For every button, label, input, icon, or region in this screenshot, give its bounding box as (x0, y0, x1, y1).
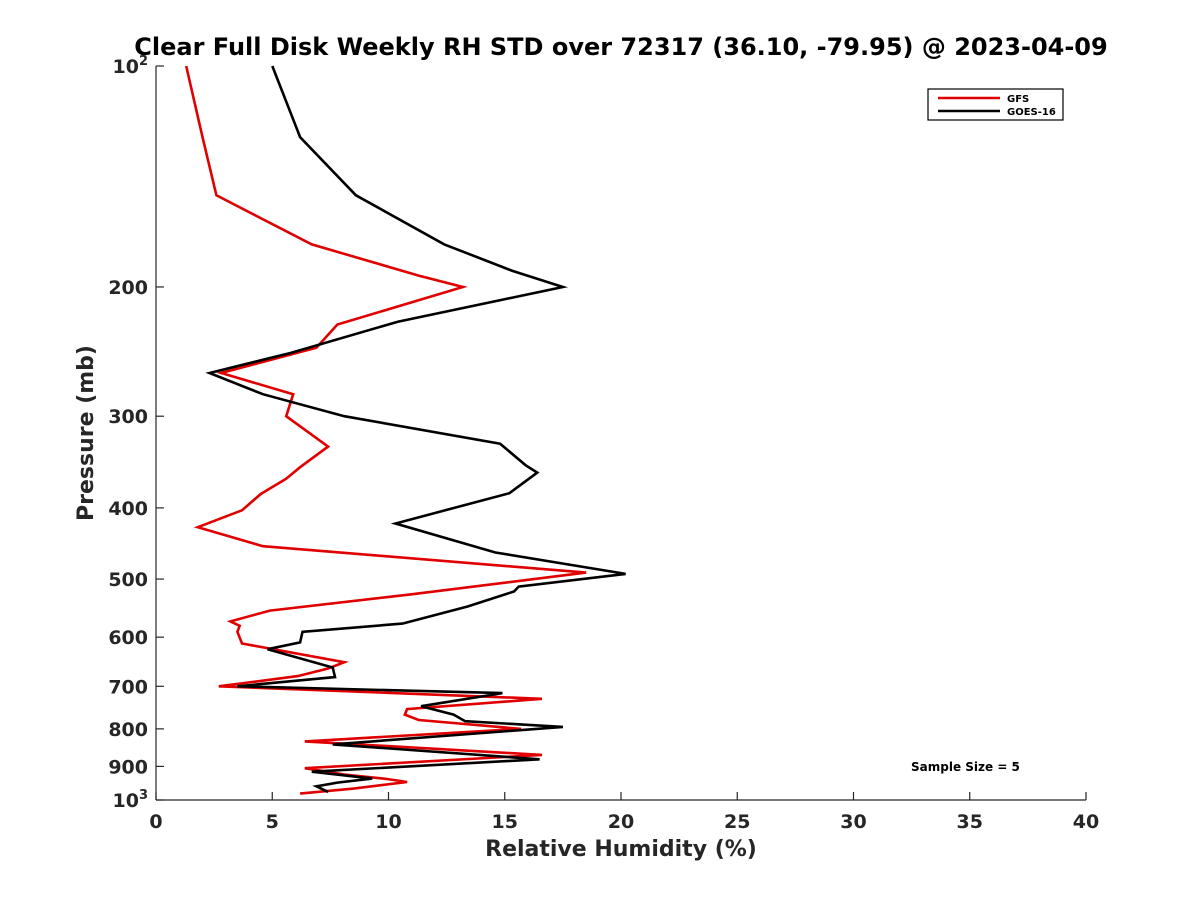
legend-label-goes16: GOES-16 (1007, 107, 1056, 118)
y-tick-label: 600 (108, 627, 148, 649)
y-tick-label: 103 (113, 788, 149, 812)
y-axis-ticks: 102 200 300 400 500 600 700 800 900 103 (108, 54, 164, 812)
y-axis-label: Pressure (mb) (74, 345, 99, 521)
x-axis-label: Relative Humidity (%) (485, 837, 757, 862)
y-tick-label: 700 (108, 676, 148, 698)
chart-title: Clear Full Disk Weekly RH STD over 72317… (134, 33, 1107, 61)
y-tick-label: 200 (108, 277, 148, 299)
y-tick-label: 900 (108, 756, 148, 778)
y-tick-label: 300 (108, 406, 148, 428)
y-tick-label: 500 (108, 569, 148, 591)
y-tick-label: 102 (113, 54, 149, 78)
y-tick-label: 400 (108, 498, 148, 520)
y-tick-label: 800 (108, 719, 148, 741)
sample-size-annotation: Sample Size = 5 (911, 760, 1020, 774)
series-line-goes16 (205, 65, 626, 794)
legend-box (927, 88, 1064, 121)
x-tick-label: 5 (266, 811, 279, 833)
x-tick-label: 15 (492, 811, 518, 833)
x-tick-label: 35 (957, 811, 983, 833)
legend: GFS GOES-16 (927, 88, 1064, 121)
x-tick-label: 40 (1073, 811, 1099, 833)
x-tick-label: 30 (840, 811, 866, 833)
plot-area (184, 65, 626, 795)
x-tick-label: 0 (149, 811, 162, 833)
x-tick-label: 10 (375, 811, 401, 833)
legend-label-gfs: GFS (1007, 94, 1029, 105)
x-tick-label: 25 (724, 811, 750, 833)
x-tick-label: 20 (608, 811, 634, 833)
x-axis-ticks: 0 5 10 15 20 25 30 35 40 (149, 792, 1099, 833)
